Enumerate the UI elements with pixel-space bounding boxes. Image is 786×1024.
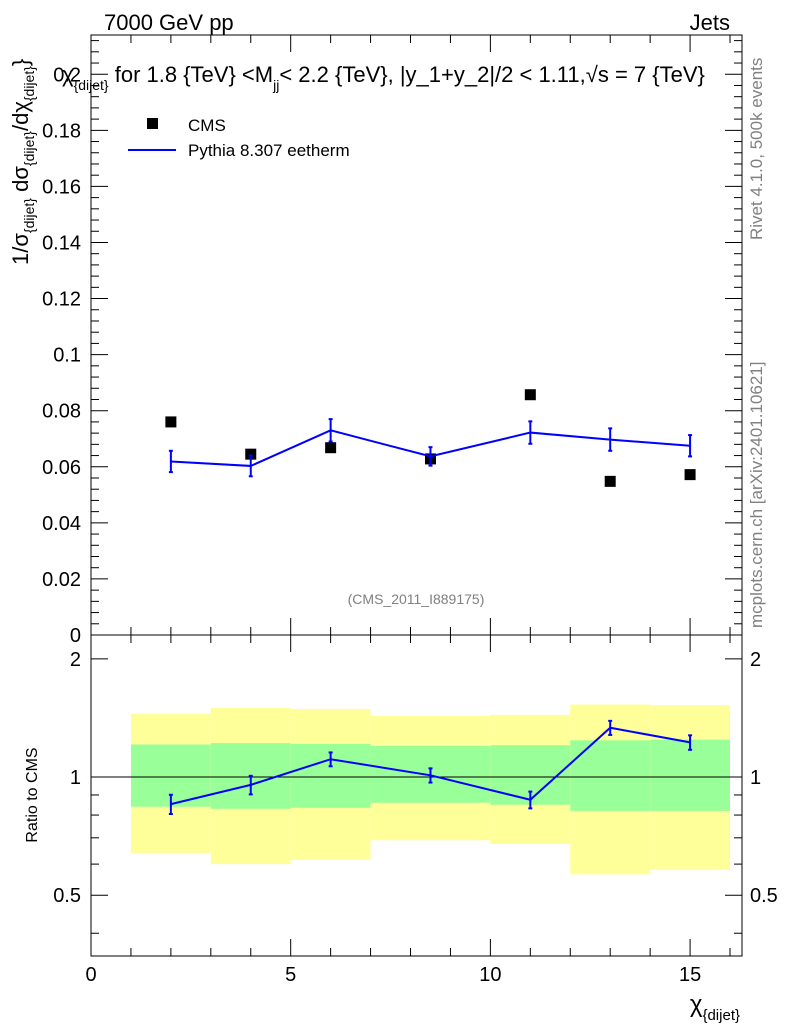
legend-cms-marker <box>147 118 158 129</box>
y-tick-label: 0.04 <box>42 513 81 535</box>
ratio-ylabel: Ratio to CMS <box>24 747 41 842</box>
y-tick-label: 0.2 <box>53 64 81 86</box>
legend-pythia-label: Pythia 8.307 eetherm <box>188 141 350 160</box>
y-tick-label: 0.16 <box>42 176 81 198</box>
main-data <box>165 389 696 487</box>
rivet-label: Rivet 4.1.0, 500k events <box>747 58 766 240</box>
header-left: 7000 GeV pp <box>104 10 234 35</box>
y-tick-label: 0.18 <box>42 120 81 142</box>
ratio-tick-label: 1 <box>750 767 761 789</box>
legend: CMS Pythia 8.307 eetherm <box>128 116 350 160</box>
y-tick-label: 0.08 <box>42 401 81 423</box>
cms-point <box>245 448 257 460</box>
ratio-bands <box>130 704 731 875</box>
ratio-tick-label: 2 <box>70 649 81 671</box>
main-axes: 0 0.02 0.04 0.06 0.08 0.1 0.12 0.14 0.16 0.18 0.2 <box>42 34 743 647</box>
main-ylabel: 1/σ{dijet} dσ{dijet}/dχ{dijet}} <box>8 59 37 265</box>
ratio-frame <box>90 634 743 957</box>
legend-cms-label: CMS <box>188 116 226 135</box>
cms-point <box>604 475 616 487</box>
x-tick-label: 5 <box>285 964 296 986</box>
ratio-tick-label: 2 <box>750 649 761 671</box>
y-tick-label: 0.02 <box>42 569 81 591</box>
y-tick-label: 0 <box>70 625 81 647</box>
ratio-data <box>168 719 693 815</box>
cms-point <box>684 469 696 481</box>
header-right: Jets <box>690 10 730 35</box>
ratio-tick-label: 1 <box>70 767 81 789</box>
cms-point <box>325 442 337 454</box>
ratio-tick-label: 0.5 <box>750 885 778 907</box>
cms-point <box>165 416 177 428</box>
ratio-band-inner <box>650 739 731 811</box>
chart-title: χ{dijet} for 1.8 {TeV} <Mjj< 2.2 {TeV}, … <box>62 62 705 93</box>
analysis-tag: (CMS_2011_I889175) <box>348 591 485 607</box>
x-tick-label: 0 <box>85 964 96 986</box>
y-tick-label: 0.14 <box>42 232 81 254</box>
x-tick-label: 15 <box>679 964 701 986</box>
y-tick-label: 0.12 <box>42 289 81 311</box>
y-tick-label: 0.1 <box>53 345 81 367</box>
mcplots-label: mcplots.cern.ch [arXiv:2401.10621] <box>747 362 766 628</box>
ratio-tick-label: 0.5 <box>53 885 81 907</box>
cms-point <box>524 389 536 401</box>
ratio-axes: 0 5 10 15 0.5 0.5 1 1 2 2 <box>53 634 778 986</box>
x-axis-label: χ{dijet} <box>690 991 740 1024</box>
y-tick-label: 0.06 <box>42 457 81 479</box>
x-tick-label: 10 <box>479 964 501 986</box>
ratio-band-inner <box>570 740 651 811</box>
